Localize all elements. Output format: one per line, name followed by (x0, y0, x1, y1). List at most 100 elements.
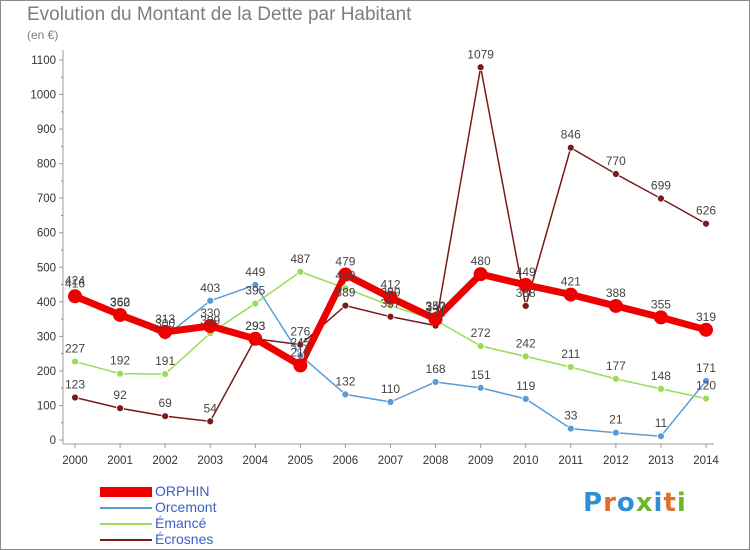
data-point (611, 374, 620, 383)
data-point (71, 393, 79, 402)
y-tick-label: 0 (50, 435, 56, 447)
data-label: 416 (65, 276, 85, 290)
data-label: 389 (380, 286, 400, 300)
data-point (611, 170, 620, 178)
data-point (702, 219, 710, 228)
data-point (206, 296, 215, 305)
legend-swatch (100, 539, 152, 541)
x-tick-label: 2008 (423, 455, 449, 467)
data-point (566, 363, 575, 372)
data-point (702, 377, 710, 385)
legend-label: Orcemont (155, 499, 217, 515)
data-label: 355 (651, 297, 671, 311)
data-label: 699 (651, 179, 671, 193)
data-label: 395 (245, 284, 265, 298)
legend-label: Émancé (155, 515, 207, 531)
data-label: 245 (290, 335, 310, 349)
data-label: 439 (335, 268, 355, 282)
data-point (608, 298, 623, 313)
y-tick-label: 1000 (30, 90, 56, 102)
data-label: 449 (245, 265, 265, 279)
data-label: 123 (65, 378, 85, 392)
data-label: 33 (564, 409, 578, 423)
data-label: 319 (696, 310, 716, 324)
legend-item: Écrosnes (100, 531, 300, 548)
data-point (71, 357, 79, 366)
data-point (296, 340, 305, 349)
data-point (431, 378, 440, 386)
data-label: 168 (426, 362, 446, 376)
legend-label: ORPHIN (155, 483, 210, 499)
data-point (116, 369, 124, 378)
data-label: 403 (200, 281, 220, 295)
x-tick-label: 2011 (558, 455, 583, 467)
data-point (476, 342, 485, 350)
data-point (699, 322, 713, 337)
data-label: 479 (335, 255, 355, 269)
data-label: 192 (110, 354, 130, 368)
data-point (383, 290, 398, 305)
data-label: 360 (110, 296, 130, 310)
proxiti-logo: Proxiti (583, 488, 687, 518)
data-point (657, 384, 665, 393)
data-point (158, 324, 173, 339)
legend-swatch (100, 507, 152, 509)
data-point (657, 432, 665, 441)
logo-letter: P (583, 488, 604, 518)
data-point (521, 394, 530, 403)
data-label: 92 (113, 388, 127, 402)
data-point (296, 267, 305, 276)
x-tick-label: 2003 (197, 455, 223, 467)
x-tick-label: 2001 (107, 455, 133, 467)
data-label: 1079 (467, 47, 494, 61)
data-point (338, 267, 353, 282)
data-label: 480 (471, 254, 491, 268)
data-label: 293 (245, 319, 265, 333)
data-point (251, 280, 260, 289)
legend: ORPHIN Orcemont Émancé Écrosnes (100, 483, 300, 548)
logo-letter: i (676, 488, 687, 518)
y-tick-label: 1100 (31, 55, 56, 67)
data-label: 300 (155, 316, 175, 330)
data-label: 449 (516, 265, 536, 279)
x-tick-label: 2002 (152, 455, 178, 467)
data-point (473, 267, 488, 282)
data-label: 412 (380, 278, 400, 292)
data-point (248, 331, 263, 346)
data-label: 388 (516, 286, 536, 300)
x-tick-label: 2014 (693, 455, 719, 467)
data-point (653, 310, 668, 325)
data-point (341, 390, 350, 399)
x-tick-label: 2012 (603, 455, 629, 467)
data-label: 119 (516, 379, 535, 393)
data-label: 330 (200, 306, 220, 320)
x-tick-label: 2006 (333, 455, 359, 467)
y-tick-label: 500 (37, 262, 56, 274)
data-label: 293 (245, 319, 265, 333)
x-tick-label: 2007 (378, 455, 404, 467)
data-label: 177 (606, 359, 626, 373)
y-tick-label: 100 (37, 400, 56, 412)
y-tick-label: 900 (37, 124, 56, 136)
legend-item: ORPHIN (100, 483, 300, 500)
data-label: 120 (696, 379, 716, 393)
x-tick-label: 2013 (648, 455, 674, 467)
data-label: 309 (200, 313, 220, 327)
logo-letter: o (616, 488, 636, 518)
data-point (566, 424, 575, 433)
data-point (657, 194, 665, 203)
data-point (518, 277, 533, 292)
y-tick-label: 700 (37, 193, 56, 205)
data-label: 242 (516, 336, 536, 350)
data-label: 770 (606, 154, 626, 168)
data-point (341, 301, 350, 310)
data-point (611, 428, 620, 437)
x-tick-label: 2000 (62, 455, 88, 467)
data-label: 171 (696, 361, 716, 375)
data-point (203, 319, 218, 333)
legend-label: Écrosnes (155, 531, 214, 547)
legend-swatch (100, 487, 152, 497)
data-point (206, 417, 215, 426)
data-label: 211 (561, 347, 580, 361)
data-label: 389 (335, 286, 355, 300)
